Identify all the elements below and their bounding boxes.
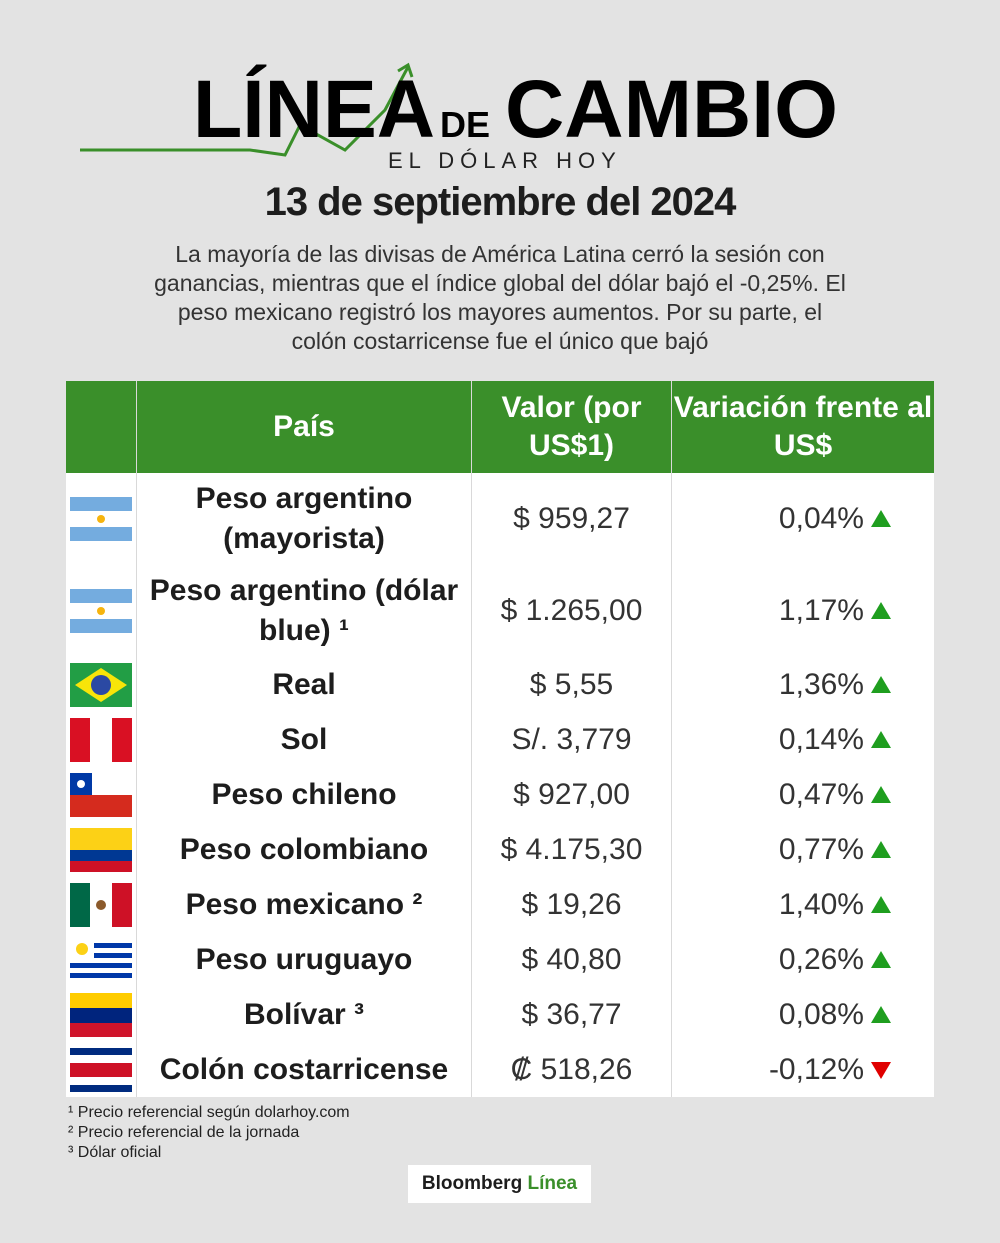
header-cell: País [136, 381, 472, 473]
currency-value: $ 1.265,00 [471, 565, 672, 657]
variation: 0,08% [671, 987, 934, 1042]
header-row: País Valor (por US$1) Variación frente a… [66, 381, 934, 473]
variation: 0,04% [671, 473, 934, 565]
table-row: Colón costarricense ₡ 518,26 -0,12% [66, 1042, 934, 1097]
currency-name: Sol [136, 712, 472, 767]
flag [70, 772, 132, 817]
footer-logo: Bloomberg Línea [408, 1165, 591, 1203]
currency-value: $ 40,80 [471, 932, 672, 987]
flag-cell [66, 767, 137, 822]
footnote: ³ Dólar oficial [68, 1144, 162, 1161]
table-row: Peso uruguayo $ 40,80 0,26% [66, 932, 934, 987]
footer-brand: Bloomberg [421, 1173, 523, 1194]
variation: 0,47% [671, 767, 934, 822]
logo: LÍNEA DE CAMBIO EL DÓLAR HOY [80, 62, 838, 173]
up-arrow [871, 895, 891, 913]
variation: 1,17% [671, 565, 934, 657]
header-cell: Variación frente al US$ [671, 381, 934, 473]
brand-part1: LÍNEA [193, 64, 435, 155]
currency-name: Real [136, 657, 472, 712]
up-arrow [871, 840, 891, 858]
flag [70, 497, 132, 541]
currency-name: Bolívar ³ [136, 987, 472, 1042]
table-row: Peso argentino (dólar blue) ¹ $ 1.265,00 1… [66, 565, 934, 657]
flag [70, 662, 132, 707]
currency-value: $ 36,77 [471, 987, 672, 1042]
currency-name: Peso chileno [136, 767, 472, 822]
flag-cell [66, 1042, 137, 1097]
currency-value: ₡ 518,26 [471, 1042, 672, 1097]
variation: 1,40% [671, 877, 934, 932]
logo-arrow [397, 62, 414, 78]
brand-part3: CAMBIO [505, 64, 838, 155]
table-row: Real $ 5,55 1,36% [66, 657, 934, 712]
currency-value: $ 5,55 [471, 657, 672, 712]
variation: 1,36% [671, 657, 934, 712]
flag [70, 937, 132, 982]
currency-name: Peso mexicano ² [136, 877, 472, 932]
currency-value: $ 19,26 [471, 877, 672, 932]
table-row: Peso mexicano ² $ 19,26 1,40% [66, 877, 934, 932]
footnote: ¹ Precio referencial según dolarhoy.com [68, 1104, 350, 1121]
table-row: Sol S/. 3,779 0,14% [66, 712, 934, 767]
flag-cell [66, 822, 137, 877]
footnote: ² Precio referencial de la jornada [68, 1124, 300, 1141]
flag [70, 992, 132, 1037]
variation: 0,14% [671, 712, 934, 767]
variation: 0,26% [671, 932, 934, 987]
up-arrow [871, 510, 891, 527]
header-cell: Valor (por US$1) [471, 381, 672, 473]
footnotes: ¹ Precio referencial según dolarhoy.com … [68, 1103, 350, 1163]
flag [70, 717, 132, 762]
footer-brand-accent: Línea [527, 1173, 578, 1194]
up-arrow [871, 950, 891, 968]
flag-cell [66, 932, 137, 987]
summary: La mayoría de las divisas de América Lat… [154, 241, 846, 354]
flag [70, 827, 132, 872]
brand-part2: DE [440, 104, 490, 145]
table-row: Peso colombiano $ 4.175,30 0,77% [66, 822, 934, 877]
table-row: Peso argentino (mayorista) $ 959,27 0,04% [66, 473, 934, 565]
down-arrow [871, 1061, 891, 1079]
logo-subtitle: EL DÓLAR HOY [388, 148, 622, 173]
date: 13 de septiembre del 2024 [264, 180, 737, 224]
flag-cell [66, 712, 137, 767]
currency-name: Peso argentino (dólar blue) ¹ [136, 565, 472, 657]
currency-table: País Valor (por US$1) Variación frente a… [66, 381, 934, 1097]
currency-value: $ 4.175,30 [471, 822, 672, 877]
currency-value: S/. 3,779 [471, 712, 672, 767]
variation: -0,12% [671, 1042, 934, 1097]
flag-cell [66, 877, 137, 932]
flag [70, 1047, 132, 1092]
logo-line [80, 66, 410, 157]
up-arrow [871, 1005, 891, 1023]
header-cell [66, 381, 137, 473]
table-row: Bolívar ³ $ 36,77 0,08% [66, 987, 934, 1042]
flag-cell [66, 657, 137, 712]
up-arrow [871, 730, 891, 748]
currency-value: $ 959,27 [471, 473, 672, 565]
up-arrow [871, 785, 891, 803]
currency-name: Peso colombiano [136, 822, 472, 877]
flag-cell [66, 565, 137, 657]
flag-cell [66, 987, 137, 1042]
currency-name: Colón costarricense [136, 1042, 472, 1097]
up-arrow [871, 675, 891, 693]
up-arrow [871, 602, 891, 619]
currency-name: Peso argentino (mayorista) [136, 473, 472, 565]
currency-value: $ 927,00 [471, 767, 672, 822]
currency-name: Peso uruguayo [136, 932, 472, 987]
flag [70, 882, 132, 927]
variation: 0,77% [671, 822, 934, 877]
flag [70, 589, 132, 633]
table-row: Peso chileno $ 927,00 0,47% [66, 767, 934, 822]
flag-cell [66, 473, 137, 565]
